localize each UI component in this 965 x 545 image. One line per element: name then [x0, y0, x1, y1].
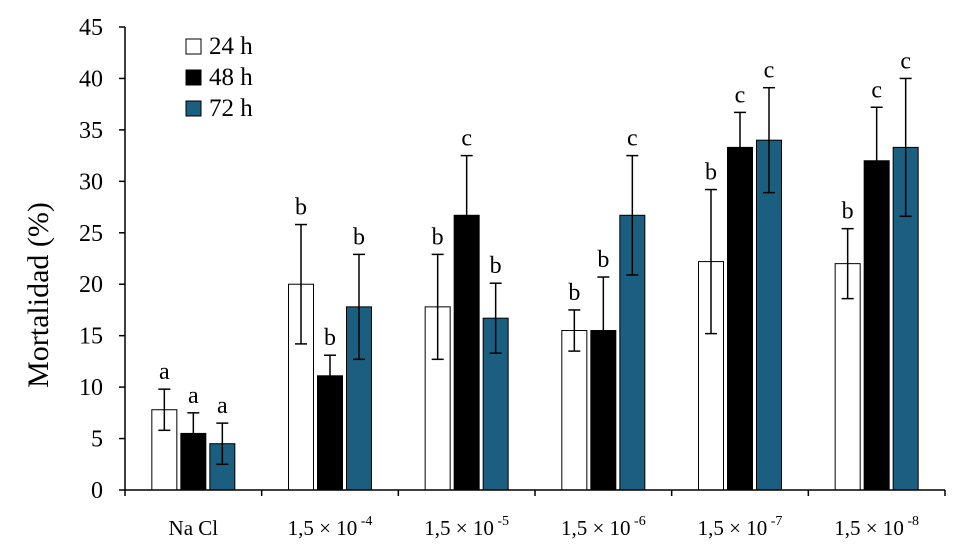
x-tick-label: Na Cl	[169, 516, 219, 540]
significance-label: a	[159, 359, 170, 385]
bar	[756, 139, 782, 491]
significance-label: c	[764, 58, 775, 84]
significance-label: a	[188, 383, 199, 409]
significance-label: c	[461, 126, 472, 152]
y-tick-label: 25	[79, 221, 103, 247]
significance-label: b	[597, 247, 609, 273]
y-tick-label: 0	[91, 478, 103, 504]
significance-label: c	[735, 82, 746, 108]
bar	[561, 330, 588, 491]
legend-label: 72 h	[209, 95, 253, 122]
x-tick-label: 1,5 × 10 -4	[288, 514, 373, 540]
x-tick-label: 1,5 × 10 -6	[561, 514, 646, 540]
legend: 24 h 48 h 72 h	[185, 33, 253, 122]
x-tick-label: 1,5 × 10 -8	[834, 514, 919, 540]
x-tick-label: 1,5 × 10 -5	[424, 514, 509, 540]
significance-label: b	[324, 325, 336, 351]
y-tick-label: 40	[79, 66, 103, 92]
significance-label: b	[568, 280, 580, 306]
significance-label: b	[295, 195, 307, 221]
significance-label: a	[217, 393, 228, 419]
legend-label: 48 h	[209, 64, 253, 91]
legend-swatch	[185, 38, 202, 55]
bar	[727, 146, 753, 491]
significance-label: b	[432, 224, 444, 250]
y-tick-label: 10	[79, 375, 103, 401]
y-axis-label: Mortalidad (%)	[22, 202, 55, 388]
y-tick-label: 45	[79, 15, 103, 41]
y-tick-label: 20	[79, 272, 103, 298]
significance-label: c	[871, 77, 882, 103]
x-tick-label: 1,5 × 10 -7	[698, 514, 783, 540]
significance-label: b	[705, 160, 717, 186]
significance-label: c	[627, 126, 638, 152]
y-tick-label: 35	[79, 118, 103, 144]
y-tick-label: 5	[91, 427, 103, 453]
significance-label: b	[842, 199, 854, 225]
significance-label: c	[900, 48, 911, 74]
significance-label: b	[353, 224, 365, 250]
axes: 0 5 10 15 20 25 30 35 40 45 Na Cl 1,5 × 10 -4 1,5 × …	[79, 15, 946, 540]
legend-swatch	[185, 69, 202, 86]
significance-label: b	[490, 253, 502, 279]
legend-label: 24 h	[209, 33, 253, 60]
y-tick-label: 30	[79, 169, 103, 195]
y-tick-label: 15	[79, 324, 103, 350]
bar	[863, 160, 890, 491]
legend-swatch	[185, 100, 202, 117]
